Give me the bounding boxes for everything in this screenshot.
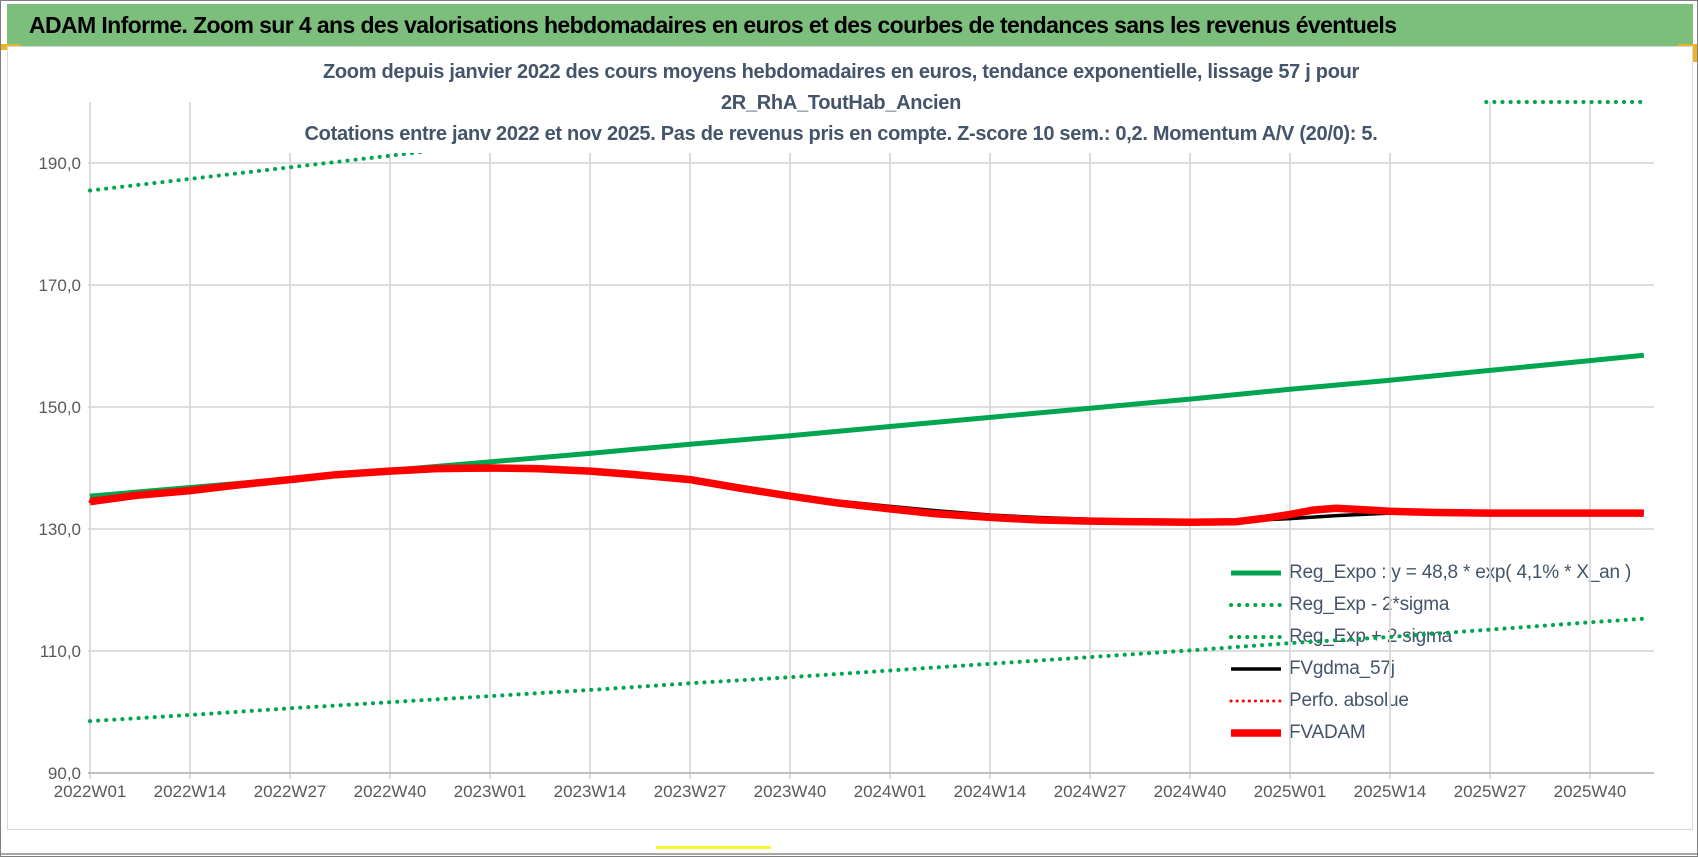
legend-sample-line [1231, 667, 1281, 671]
y-tick-label: 150,0 [38, 398, 81, 417]
x-tick-label: 2022W40 [354, 782, 427, 801]
legend-item-reg-exp-2-sigma[interactable]: Reg_Exp + 2 sigma [1229, 621, 1631, 653]
x-tick-label: 2022W27 [254, 782, 327, 801]
x-tick-label: 2023W27 [654, 782, 727, 801]
x-tick-label: 2024W40 [1154, 782, 1227, 801]
y-tick-label: 130,0 [38, 520, 81, 539]
x-tick-label: 2025W27 [1454, 782, 1527, 801]
legend-sample-line [1229, 699, 1283, 703]
series-lines [88, 100, 1646, 724]
legend-item-fvgdma-57j[interactable]: FVgdma_57j [1229, 653, 1631, 685]
x-tick-label: 2024W27 [1054, 782, 1127, 801]
legend-sample-line [1229, 603, 1283, 607]
series-fvadam[interactable] [89, 464, 1644, 527]
legend-sample-line [1231, 729, 1281, 737]
header-title: ADAM Informe. Zoom sur 4 ans des valoris… [29, 11, 1397, 38]
x-tick-label: 2024W14 [954, 782, 1027, 801]
legend-label: Reg_Exp - 2*sigma [1289, 594, 1450, 615]
footer-gray-line [1, 853, 1697, 855]
header-bar: ADAM Informe. Zoom sur 4 ans des valoris… [7, 4, 1693, 46]
legend-item-fvadam[interactable]: FVADAM [1229, 717, 1631, 749]
header-accent-corner-vertical [1691, 44, 1697, 62]
legend: Reg_Expo : y = 48,8 * exp( 4,1% * X_an )… [1229, 557, 1631, 749]
chart-title-line1: Zoom depuis janvier 2022 des cours moyen… [322, 61, 1360, 114]
y-tick-label: 190,0 [38, 154, 81, 173]
legend-item-reg-expo-y-48-8-exp-4-1-x-an-[interactable]: Reg_Expo : y = 48,8 * exp( 4,1% * X_an ) [1229, 557, 1631, 589]
legend-label: Reg_Expo : y = 48,8 * exp( 4,1% * X_an ) [1289, 562, 1632, 583]
chart-region [7, 46, 1693, 830]
y-tick-label: 90,0 [48, 764, 81, 783]
x-tick-label: 2022W01 [54, 782, 127, 801]
x-tick-label: 2023W40 [754, 782, 827, 801]
x-tick-label: 2024W01 [854, 782, 927, 801]
x-tick-label: 2025W14 [1354, 782, 1427, 801]
x-tick-label: 2025W40 [1554, 782, 1627, 801]
gridlines [88, 102, 1654, 779]
legend-label: FVADAM [1289, 722, 1366, 743]
legend-label: FVgdma_57j [1289, 658, 1395, 679]
chart-title: Zoom depuis janvier 2022 des cours moyen… [201, 57, 1481, 153]
x-tick-label: 2023W14 [554, 782, 627, 801]
legend-sample-line [1229, 635, 1283, 639]
legend-label: Perfo. absolue [1289, 690, 1409, 711]
x-tick-label: 2022W14 [154, 782, 227, 801]
y-tick-label: 110,0 [40, 642, 81, 661]
y-tick-label: 170,0 [38, 276, 81, 295]
series-reg-exp-2-sigma[interactable] [88, 616, 1646, 724]
x-tick-label: 2025W01 [1254, 782, 1327, 801]
legend-label: Reg_Exp + 2 sigma [1289, 626, 1452, 647]
footer-accent-line [656, 846, 771, 849]
legend-sample-line [1231, 570, 1281, 576]
legend-item-reg-exp-2-sigma[interactable]: Reg_Exp - 2*sigma [1229, 589, 1631, 621]
x-tick-label: 2023W01 [454, 782, 527, 801]
chart-title-line2: Cotations entre janv 2022 et nov 2025. P… [304, 123, 1378, 145]
legend-item-perfo-absolue[interactable]: Perfo. absolue [1229, 685, 1631, 717]
